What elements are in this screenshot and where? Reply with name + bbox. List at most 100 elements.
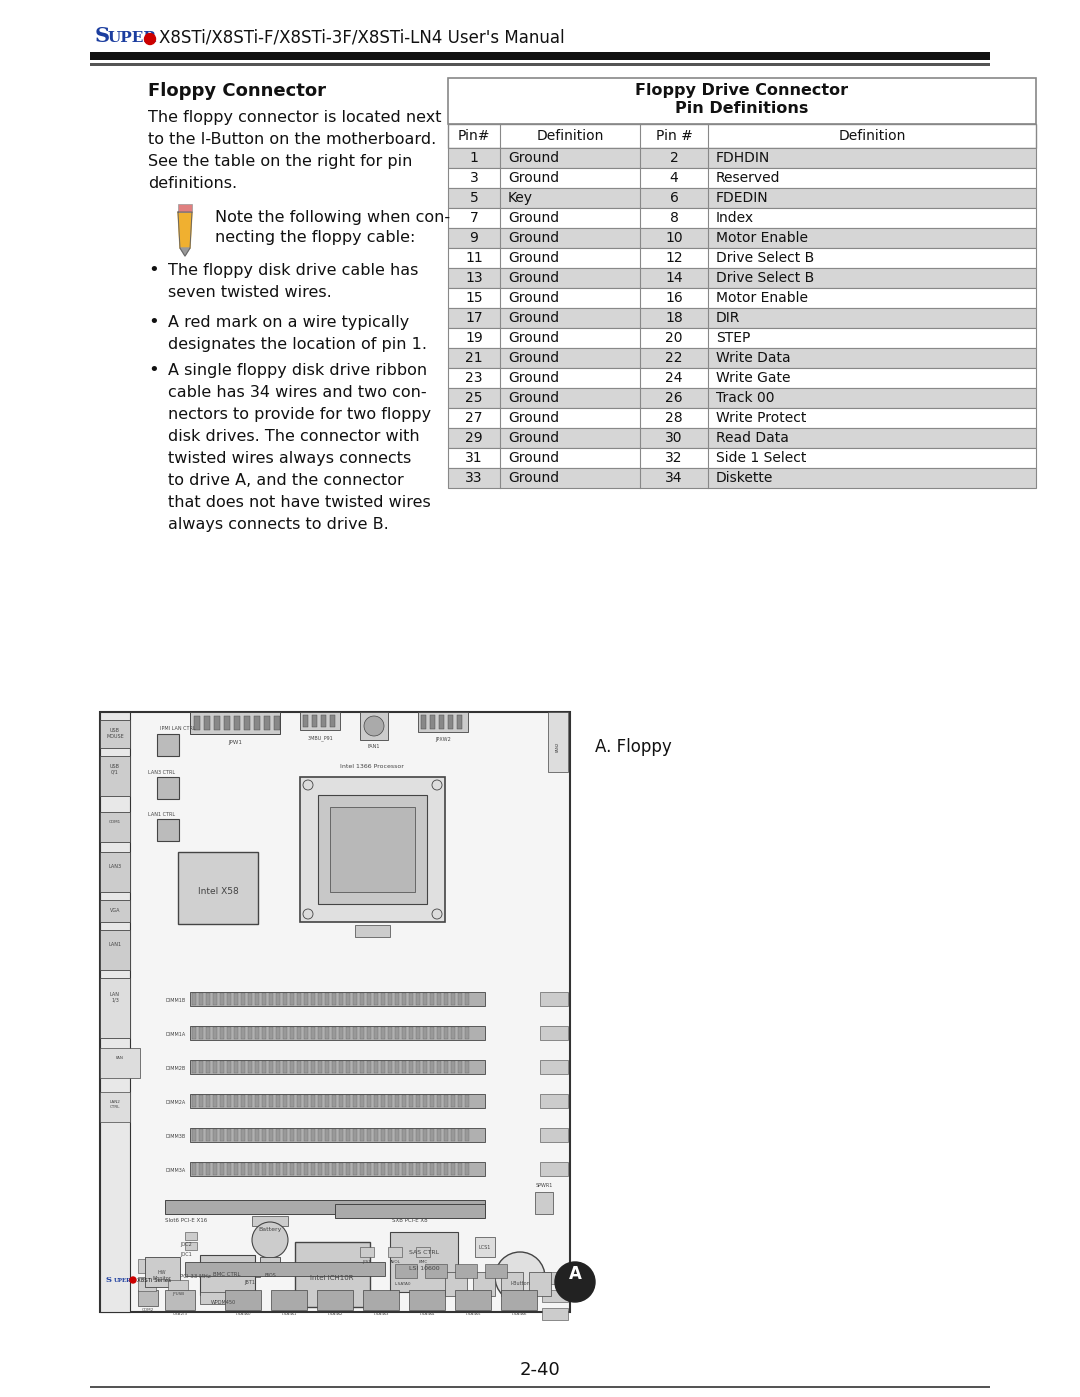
Bar <box>311 1162 315 1175</box>
Bar <box>269 1027 273 1039</box>
Bar <box>262 1162 266 1175</box>
Bar <box>199 1027 203 1039</box>
Bar <box>402 1060 406 1073</box>
Bar <box>213 993 217 1004</box>
Bar <box>271 1289 307 1310</box>
Circle shape <box>252 1222 288 1259</box>
Bar <box>458 1162 462 1175</box>
Text: 13: 13 <box>465 271 483 285</box>
Bar <box>262 993 266 1004</box>
Text: LAN
1/3: LAN 1/3 <box>110 992 120 1003</box>
Bar <box>423 1162 427 1175</box>
Bar <box>430 1095 434 1106</box>
Text: 17: 17 <box>465 312 483 326</box>
Bar <box>339 1060 343 1073</box>
Text: Floppy Connector: Floppy Connector <box>148 82 326 101</box>
Bar <box>227 993 231 1004</box>
Bar <box>355 925 390 937</box>
Bar <box>458 1027 462 1039</box>
Bar <box>381 1060 384 1073</box>
Bar <box>255 1027 259 1039</box>
Bar <box>325 1027 329 1039</box>
Bar <box>234 1060 238 1073</box>
Bar <box>234 1129 238 1141</box>
Text: JOC2: JOC2 <box>180 1242 192 1248</box>
Text: 7: 7 <box>470 211 478 225</box>
Bar <box>291 1027 294 1039</box>
Bar <box>448 208 1036 228</box>
Bar <box>190 1025 485 1039</box>
Bar <box>291 1060 294 1073</box>
Bar <box>458 1095 462 1106</box>
Text: 21: 21 <box>465 351 483 365</box>
Bar <box>423 1129 427 1141</box>
Bar <box>451 1162 455 1175</box>
Bar <box>190 712 280 733</box>
Bar <box>283 993 287 1004</box>
Bar <box>192 1095 195 1106</box>
Text: LCS1: LCS1 <box>478 1245 491 1250</box>
Bar <box>395 993 399 1004</box>
Bar <box>325 1162 329 1175</box>
Bar <box>194 717 200 731</box>
Text: FAN: FAN <box>116 1056 124 1060</box>
Bar <box>312 715 318 726</box>
Bar <box>374 1095 378 1106</box>
Text: 25: 25 <box>465 391 483 405</box>
Bar <box>360 993 364 1004</box>
Bar <box>248 1095 252 1106</box>
Text: Ground: Ground <box>508 451 559 465</box>
Text: Ground: Ground <box>508 372 559 386</box>
Bar <box>458 993 462 1004</box>
Polygon shape <box>180 249 190 256</box>
Text: PCI 33 MHz: PCI 33 MHz <box>180 1274 211 1280</box>
Text: 4: 4 <box>670 170 678 184</box>
Text: Pin #: Pin # <box>656 129 692 142</box>
Text: 31: 31 <box>465 451 483 465</box>
Bar <box>297 1060 301 1073</box>
Text: Diskette: Diskette <box>716 471 773 485</box>
Bar <box>423 1095 427 1106</box>
Bar <box>448 228 1036 249</box>
Text: STEP: STEP <box>716 331 751 345</box>
Polygon shape <box>178 212 192 249</box>
Text: UPER: UPER <box>114 1278 132 1282</box>
Bar <box>388 1162 392 1175</box>
Bar <box>255 1095 259 1106</box>
Bar <box>367 1060 372 1073</box>
Text: Drive Select B: Drive Select B <box>716 271 814 285</box>
Bar <box>220 1162 224 1175</box>
Text: FAN2: FAN2 <box>556 742 561 753</box>
Bar <box>381 1095 384 1106</box>
Bar <box>388 993 392 1004</box>
Bar <box>291 1095 294 1106</box>
Bar <box>388 1027 392 1039</box>
Bar <box>346 1095 350 1106</box>
Text: •: • <box>148 313 159 331</box>
Bar <box>330 807 415 893</box>
Bar <box>430 1162 434 1175</box>
Bar <box>381 1129 384 1141</box>
Bar <box>458 1129 462 1141</box>
Bar <box>214 717 220 731</box>
Bar <box>255 1060 259 1073</box>
Bar <box>224 717 230 731</box>
Text: Side 1 Select: Side 1 Select <box>716 451 807 465</box>
Bar <box>430 715 435 729</box>
Bar <box>458 1060 462 1073</box>
Bar <box>100 900 130 922</box>
Text: 20: 20 <box>665 331 683 345</box>
Bar <box>291 993 294 1004</box>
Bar <box>374 1060 378 1073</box>
Text: Pin Definitions: Pin Definitions <box>675 101 809 116</box>
Bar <box>444 993 448 1004</box>
Text: Pin#: Pin# <box>458 129 490 142</box>
Bar <box>430 1027 434 1039</box>
Bar <box>254 717 260 731</box>
Bar <box>416 993 420 1004</box>
Bar <box>138 1277 156 1291</box>
Text: Floppy Drive Connector: Floppy Drive Connector <box>635 82 849 98</box>
Text: Index: Index <box>716 211 754 225</box>
Text: The floppy disk drive cable has: The floppy disk drive cable has <box>168 263 418 278</box>
Bar <box>542 1289 568 1302</box>
